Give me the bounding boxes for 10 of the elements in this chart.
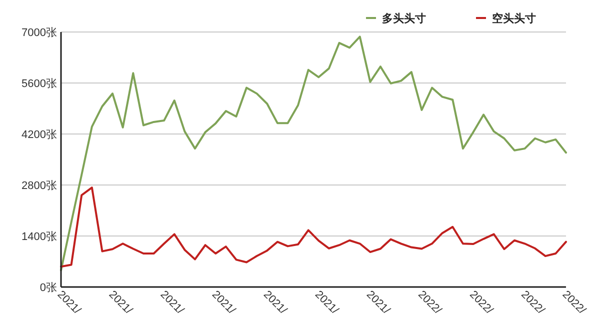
y-tick-label: 0张: [40, 280, 57, 294]
line-series: [60, 186, 567, 268]
y-tick-label: 5600张: [22, 76, 57, 90]
y-tick-label: 4200张: [22, 128, 57, 141]
y-tick-label: 1400张: [22, 230, 57, 243]
y-tick-label: 2800张: [22, 178, 57, 192]
line-series: [60, 36, 567, 272]
y-tick-label: 7000张: [22, 26, 57, 39]
legend-label: 空头头寸: [492, 12, 536, 25]
legend-label: 多头头寸: [382, 12, 426, 25]
